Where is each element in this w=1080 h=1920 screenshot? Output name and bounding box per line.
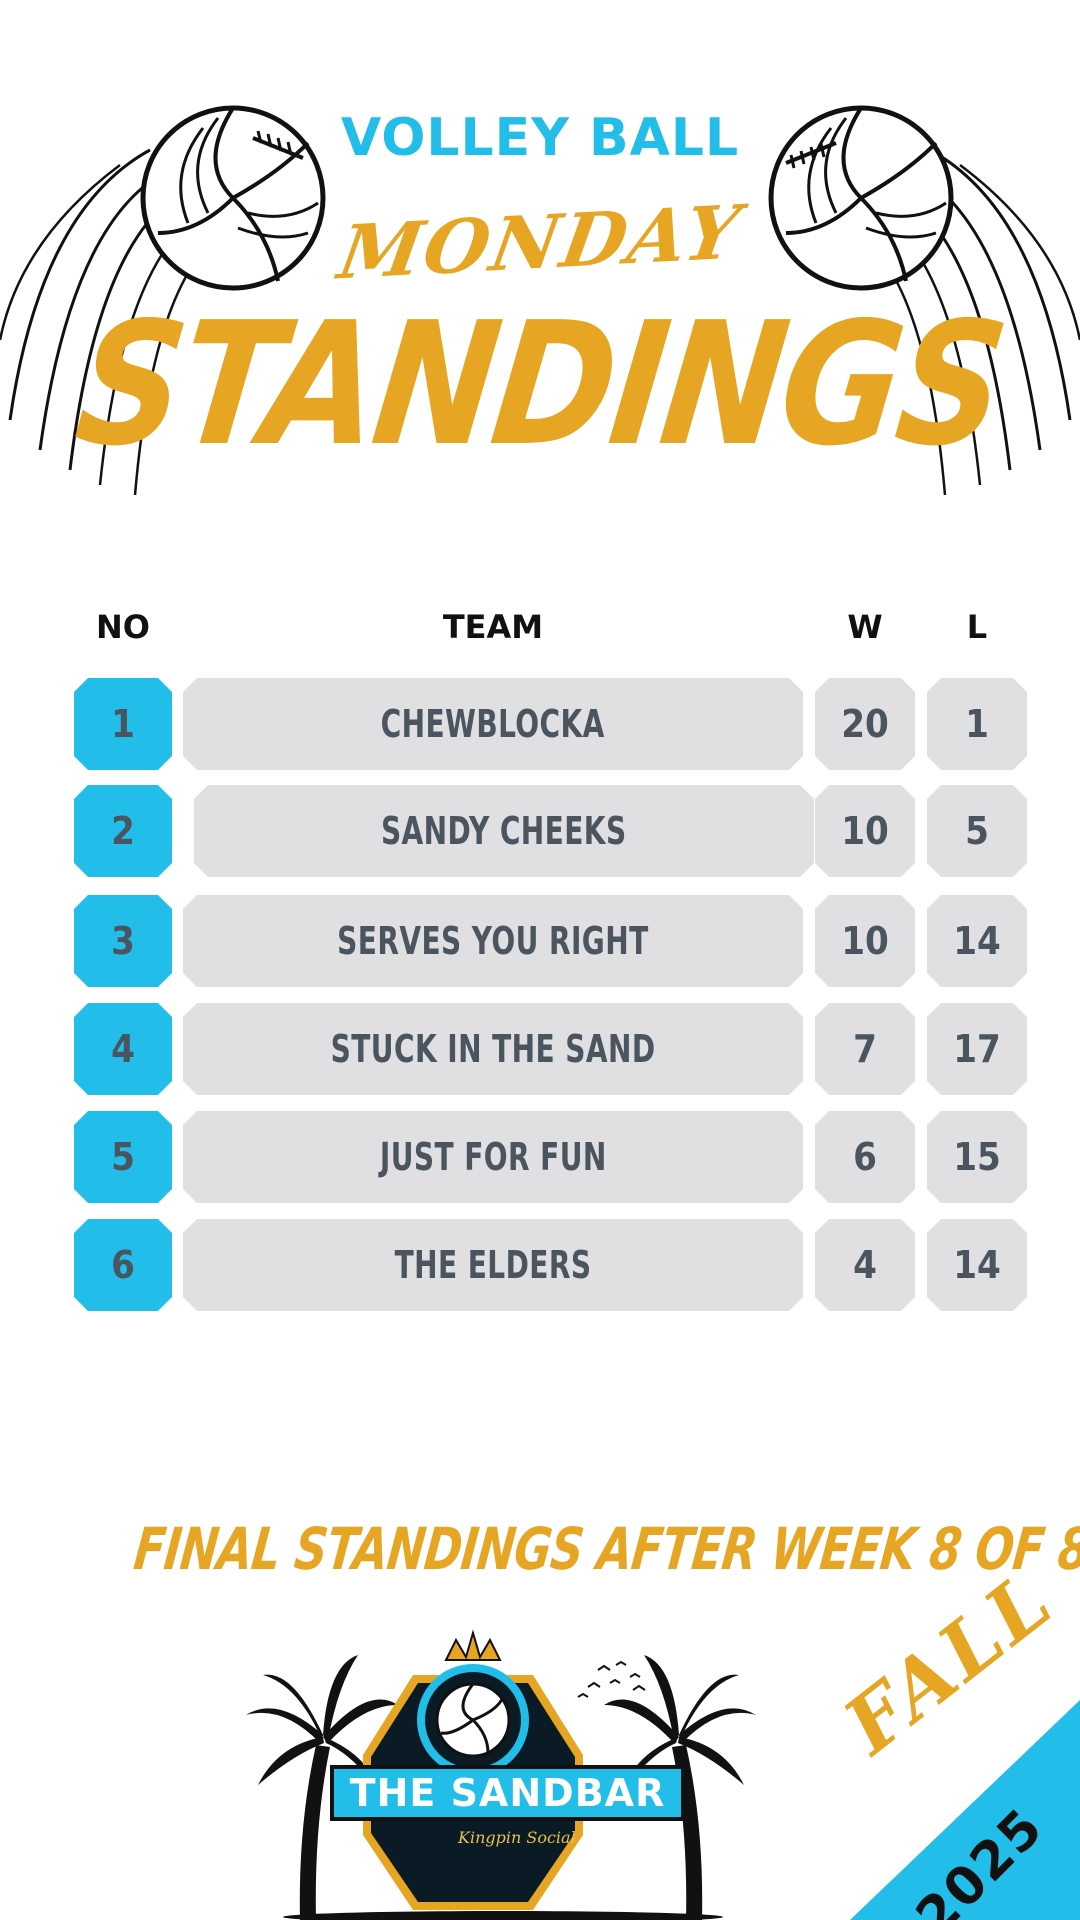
palm-tree-icon [604, 1655, 756, 1920]
rank-cell: 2 [74, 785, 172, 877]
losses-cell: 5 [927, 785, 1027, 877]
wins-cell: 7 [815, 1003, 915, 1095]
losses-cell: 1 [927, 678, 1027, 770]
team-name: THE ELDERS [394, 1243, 592, 1287]
palm-tree-icon [246, 1655, 398, 1920]
team-name: SANDY CHEEKS [381, 809, 627, 853]
losses-cell: 14 [927, 895, 1027, 987]
team-name: CHEWBLOCKA [380, 702, 606, 746]
rank-cell: 1 [74, 678, 172, 770]
final-standings-note: FINAL STANDINGS AFTER WEEK 8 OF 8 [0, 1515, 1080, 1583]
team-cell: CHEWBLOCKA [183, 678, 803, 770]
wins-cell: 10 [815, 785, 915, 877]
final-standings-text: FINAL STANDINGS AFTER WEEK 8 OF 8 [130, 1515, 1080, 1583]
table-row: 6 THE ELDERS 4 14 [0, 1219, 1080, 1315]
rank-cell: 3 [74, 895, 172, 987]
crown-icon [444, 1629, 502, 1661]
rank-cell: 4 [74, 1003, 172, 1095]
rank-cell: 6 [74, 1219, 172, 1311]
column-header-w: W [847, 608, 883, 646]
wins-cell: 10 [815, 895, 915, 987]
team-cell: SERVES YOU RIGHT [183, 895, 803, 987]
table-row: 2 SANDY CHEEKS 10 5 [0, 785, 1080, 881]
table-row: 3 SERVES YOU RIGHT 10 14 [0, 895, 1080, 991]
volleyball-icon-right [768, 105, 954, 291]
table-row: 1 CHEWBLOCKA 20 1 [0, 678, 1080, 774]
wins-cell: 20 [815, 678, 915, 770]
team-name: JUST FOR FUN [379, 1135, 607, 1179]
losses-cell: 15 [927, 1111, 1027, 1203]
team-cell: JUST FOR FUN [183, 1111, 803, 1203]
sandbar-logo: THE SANDBAR Kingpin Social [238, 1625, 778, 1920]
wins-cell: 4 [815, 1219, 915, 1311]
page-title: STANDINGS [67, 286, 1013, 484]
table-row: 5 JUST FOR FUN 6 15 [0, 1111, 1080, 1207]
team-cell: THE ELDERS [183, 1219, 803, 1311]
team-name: STUCK IN THE SAND [330, 1027, 656, 1071]
logo-name: THE SANDBAR [330, 1765, 685, 1821]
birds-icon [577, 1660, 646, 1698]
team-cell: STUCK IN THE SAND [183, 1003, 803, 1095]
rank-cell: 5 [74, 1111, 172, 1203]
losses-cell: 17 [927, 1003, 1027, 1095]
team-name: SERVES YOU RIGHT [337, 919, 649, 963]
team-cell: SANDY CHEEKS [194, 785, 814, 877]
column-header-team: TEAM [442, 608, 544, 646]
losses-cell: 14 [927, 1219, 1027, 1311]
wins-cell: 6 [815, 1111, 915, 1203]
season-banner [850, 1700, 1080, 1920]
volleyball-icon-left [140, 105, 326, 291]
column-header-l: L [966, 608, 988, 646]
column-header-no: NO [96, 608, 150, 646]
logo-subtitle: Kingpin Social [458, 1828, 576, 1847]
sport-title: VOLLEY BALL [340, 108, 740, 168]
table-row: 4 STUCK IN THE SAND 7 17 [0, 1003, 1080, 1099]
